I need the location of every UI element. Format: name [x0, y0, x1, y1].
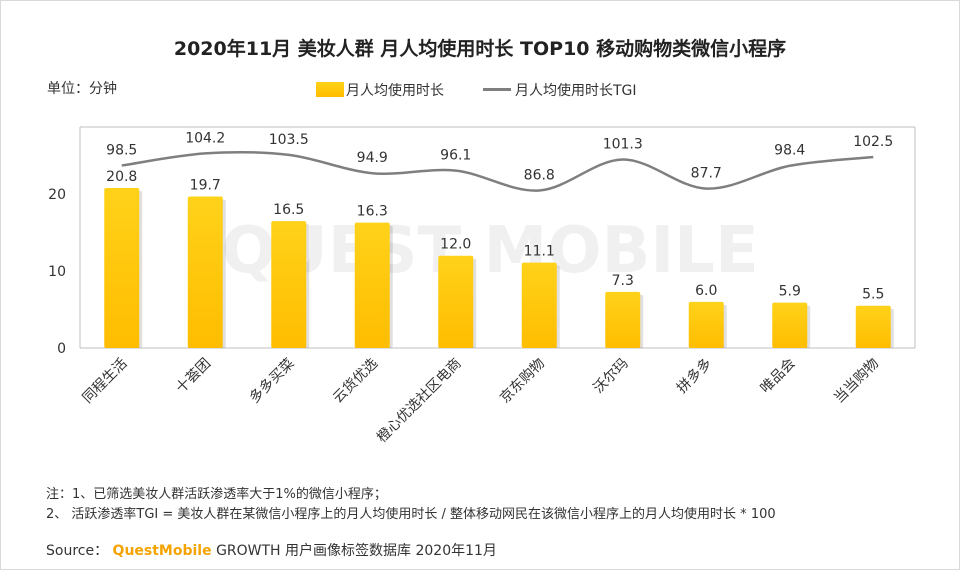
- source-line: Source： QuestMobile GROWTH 用户画像标签数据库 202…: [46, 540, 497, 560]
- y-tick-label: 0: [57, 341, 66, 357]
- bar-value-label: 19.7: [190, 178, 221, 194]
- category-label: 拼多多: [673, 355, 715, 397]
- category-label: 十荟团: [172, 355, 214, 397]
- category-label: 京东购物: [497, 356, 548, 407]
- bar: [438, 255, 474, 348]
- source-rest: GROWTH 用户画像标签数据库 2020年11月: [216, 543, 497, 559]
- chart-title: 2020年11月 美妆人群 月人均使用时长 TOP10 移动购物类微信小程序: [173, 38, 787, 60]
- note-1: 注：1、已筛选美妆人群活跃渗透率大于1%的微信小程序；: [46, 487, 387, 502]
- y-tick-label: 10: [48, 264, 66, 280]
- tgi-value-label: 98.4: [774, 143, 805, 159]
- tgi-value-label: 104.2: [185, 130, 225, 146]
- bars-group: 20.8 19.7 16.5 16.3 12.0 11.1 7.3 6.0 5.9 5.5: [104, 169, 894, 348]
- category-label: 橙心优选社区电商: [374, 356, 465, 447]
- watermark-text: QUEST MOBILE: [221, 214, 758, 288]
- bar-value-label: 11.1: [524, 244, 555, 260]
- bar-value-label: 6.0: [695, 283, 717, 299]
- category-label: 沃尔玛: [591, 356, 632, 397]
- tgi-value-label: 94.9: [357, 150, 388, 166]
- bar-value-label: 16.5: [273, 202, 304, 218]
- source-brand: QuestMobile: [112, 543, 212, 559]
- bar: [271, 221, 307, 348]
- bar: [354, 222, 390, 348]
- y-tick-label: 20: [48, 187, 66, 203]
- bar: [104, 188, 140, 348]
- bar: [855, 305, 891, 348]
- tgi-value-label: 102.5: [853, 134, 893, 150]
- category-label: 当当购物: [831, 356, 882, 407]
- legend: 月人均使用时长 月人均使用时长TGI: [0, 78, 960, 100]
- category-label: 同程生活: [80, 356, 131, 407]
- bar-value-label: 5.5: [862, 287, 884, 303]
- bar: [187, 196, 223, 348]
- bar: [605, 291, 641, 348]
- category-label: 唯品会: [758, 356, 799, 397]
- note-2: 2、 活跃渗透率TGI = 美妆人群在某微信小程序上的月人均使用时长 / 整体移…: [46, 507, 776, 522]
- tgi-value-label: 101.3: [603, 137, 643, 153]
- bar-value-label: 7.3: [612, 273, 634, 289]
- tgi-line: [121, 150, 874, 192]
- tgi-value-label: 96.1: [440, 148, 471, 164]
- category-label: 多多买菜: [246, 355, 298, 407]
- unit-label: 单位：分钟: [47, 81, 117, 97]
- tgi-value-label: 103.5: [269, 132, 309, 148]
- category-label: 云货优选: [329, 355, 381, 407]
- legend-bar-swatch: [316, 82, 344, 97]
- combo-chart: QUEST MOBILE 0 10 20 20.8 19.7 16.5 16.3 12.0 1…: [48, 126, 916, 446]
- bar-value-label: 20.8: [106, 169, 137, 185]
- notes: 注：1、已筛选美妆人群活跃渗透率大于1%的微信小程序； 2、 活跃渗透率TGI …: [46, 485, 776, 525]
- bar: [688, 301, 724, 348]
- bar: [772, 302, 808, 348]
- tgi-value-label: 87.7: [691, 166, 722, 182]
- source-prefix: Source：: [46, 543, 109, 559]
- tgi-value-label: 98.5: [106, 143, 137, 159]
- legend-bar-label: 月人均使用时长: [346, 83, 444, 99]
- legend-line-swatch: [483, 88, 511, 91]
- bar-value-label: 16.3: [357, 204, 388, 220]
- bar-value-label: 5.9: [779, 284, 801, 300]
- bar-value-label: 12.0: [440, 237, 471, 253]
- tgi-line-group: 98.5 104.2 103.5 94.9 96.1 86.8 101.3 87.7 98.4 1…: [106, 130, 893, 192]
- legend-line-label: 月人均使用时长TGI: [515, 83, 637, 99]
- bar: [521, 262, 557, 348]
- tgi-value-label: 86.8: [524, 167, 555, 183]
